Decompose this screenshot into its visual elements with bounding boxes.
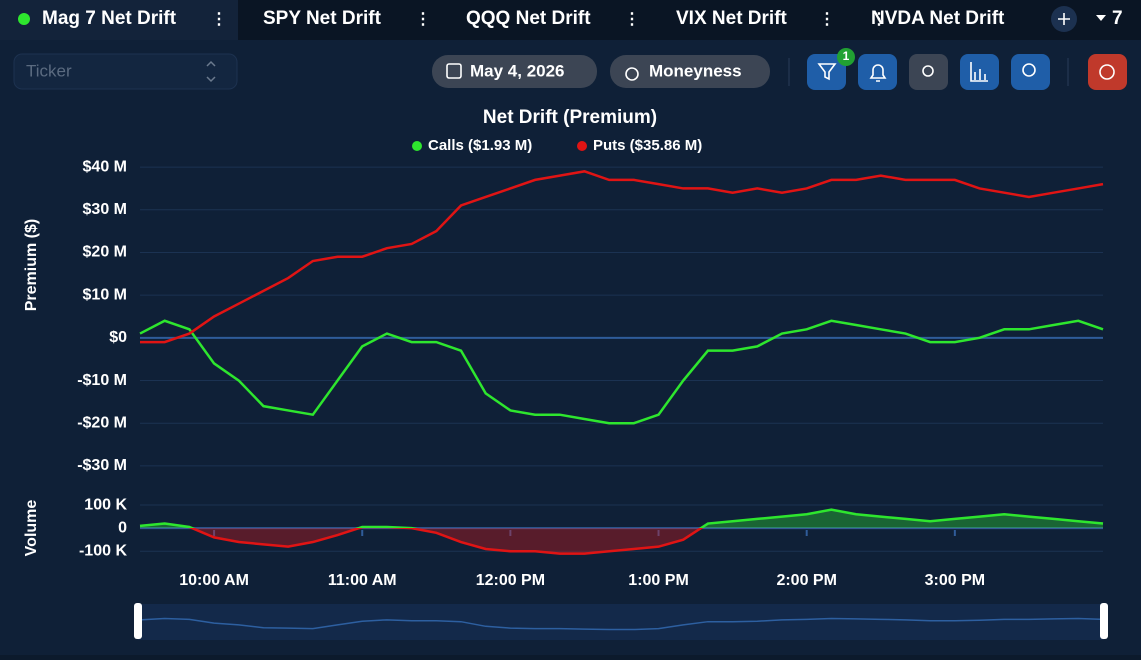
x-tick-label: 2:00 PM [776, 572, 836, 589]
y-axis-label: Premium ($) [23, 219, 40, 311]
content [0, 40, 1141, 655]
tab-label[interactable]: NVDA Net Drift [871, 8, 1005, 29]
navigator-handle[interactable] [1100, 603, 1108, 639]
y-tick-label: $20 M [83, 244, 127, 261]
select-arrows [206, 60, 216, 83]
theme-button[interactable] [909, 54, 948, 90]
tab-count: 7 [1112, 8, 1123, 29]
moneyness-button[interactable] [610, 55, 770, 88]
date-button[interactable] [432, 55, 597, 88]
y-tick-label: -100 K [79, 543, 127, 560]
y-tick-label: -$30 M [77, 457, 127, 474]
legend-dot [412, 141, 422, 151]
chart-title: Net Drift (Premium) [483, 107, 657, 128]
legend-dot [577, 141, 587, 151]
tabs-dropdown[interactable] [1096, 15, 1106, 21]
y-tick-label: $10 M [83, 286, 127, 303]
bag-icon [625, 67, 639, 81]
navigator-handle[interactable] [134, 603, 142, 639]
date-label: May 4, 2026 [470, 61, 565, 80]
legend-label: Puts ($35.86 M) [593, 137, 702, 154]
y-tick-label: $30 M [83, 201, 127, 218]
filter-badge [837, 48, 855, 66]
y-axis-label: Volume [23, 500, 40, 557]
alert-button[interactable] [858, 54, 897, 90]
tab-menu: ⋮ [624, 11, 640, 28]
series-line [140, 170, 1104, 344]
y-tick-label: 100 K [84, 496, 127, 513]
y-tick-label: 0 [118, 519, 127, 536]
reset-button[interactable] [1088, 54, 1127, 90]
moneyness-label: Moneyness [649, 61, 742, 80]
tab-label[interactable]: QQQ Net Drift [466, 8, 591, 29]
filter-button[interactable] [807, 54, 846, 90]
chart-icon [970, 62, 988, 82]
tab-menu: ⋮ [415, 11, 431, 28]
search-icon [1022, 63, 1036, 77]
x-tick-label: 11:00 AM [328, 572, 397, 589]
legend-label: Calls ($1.93 M) [428, 137, 532, 154]
volume-area [140, 509, 1103, 554]
x-tick-label: 12:00 PM [476, 572, 545, 589]
calendar-icon [446, 63, 462, 79]
x-tick-label: 1:00 PM [628, 572, 688, 589]
reset-icon [1099, 64, 1115, 80]
y-tick-label: -$10 M [77, 372, 127, 389]
tab-label[interactable]: SPY Net Drift [263, 8, 382, 29]
y-tick-label: $40 M [83, 158, 127, 175]
tab-menu: ⋮ [871, 11, 887, 28]
ticker-input[interactable] [13, 53, 238, 90]
search-button[interactable] [1011, 54, 1050, 90]
tab-menu: ⋮ [819, 11, 835, 28]
tab-label[interactable]: Mag 7 Net Drift [42, 8, 177, 29]
series-line [139, 319, 1104, 425]
volume-line [139, 508, 1104, 555]
status-dot [18, 13, 30, 25]
tab-label[interactable]: VIX Net Drift [676, 8, 788, 29]
navigator-line [139, 617, 1104, 631]
filter-badge-count: 1 [843, 49, 850, 63]
y-tick-label: -$20 M [77, 414, 127, 431]
filter-icon [817, 63, 837, 81]
plus-icon [1058, 13, 1070, 25]
x-tick-label: 10:00 AM [179, 572, 249, 589]
active-tab[interactable] [0, 0, 238, 40]
navigator[interactable] [138, 604, 1104, 640]
bulb-icon [922, 65, 934, 77]
ticker-placeholder: Ticker [26, 61, 72, 80]
tab-menu: ⋮ [211, 11, 227, 28]
y-tick-label: $0 [109, 329, 127, 346]
bell-icon [869, 64, 887, 82]
x-tick-label: 3:00 PM [925, 572, 985, 589]
